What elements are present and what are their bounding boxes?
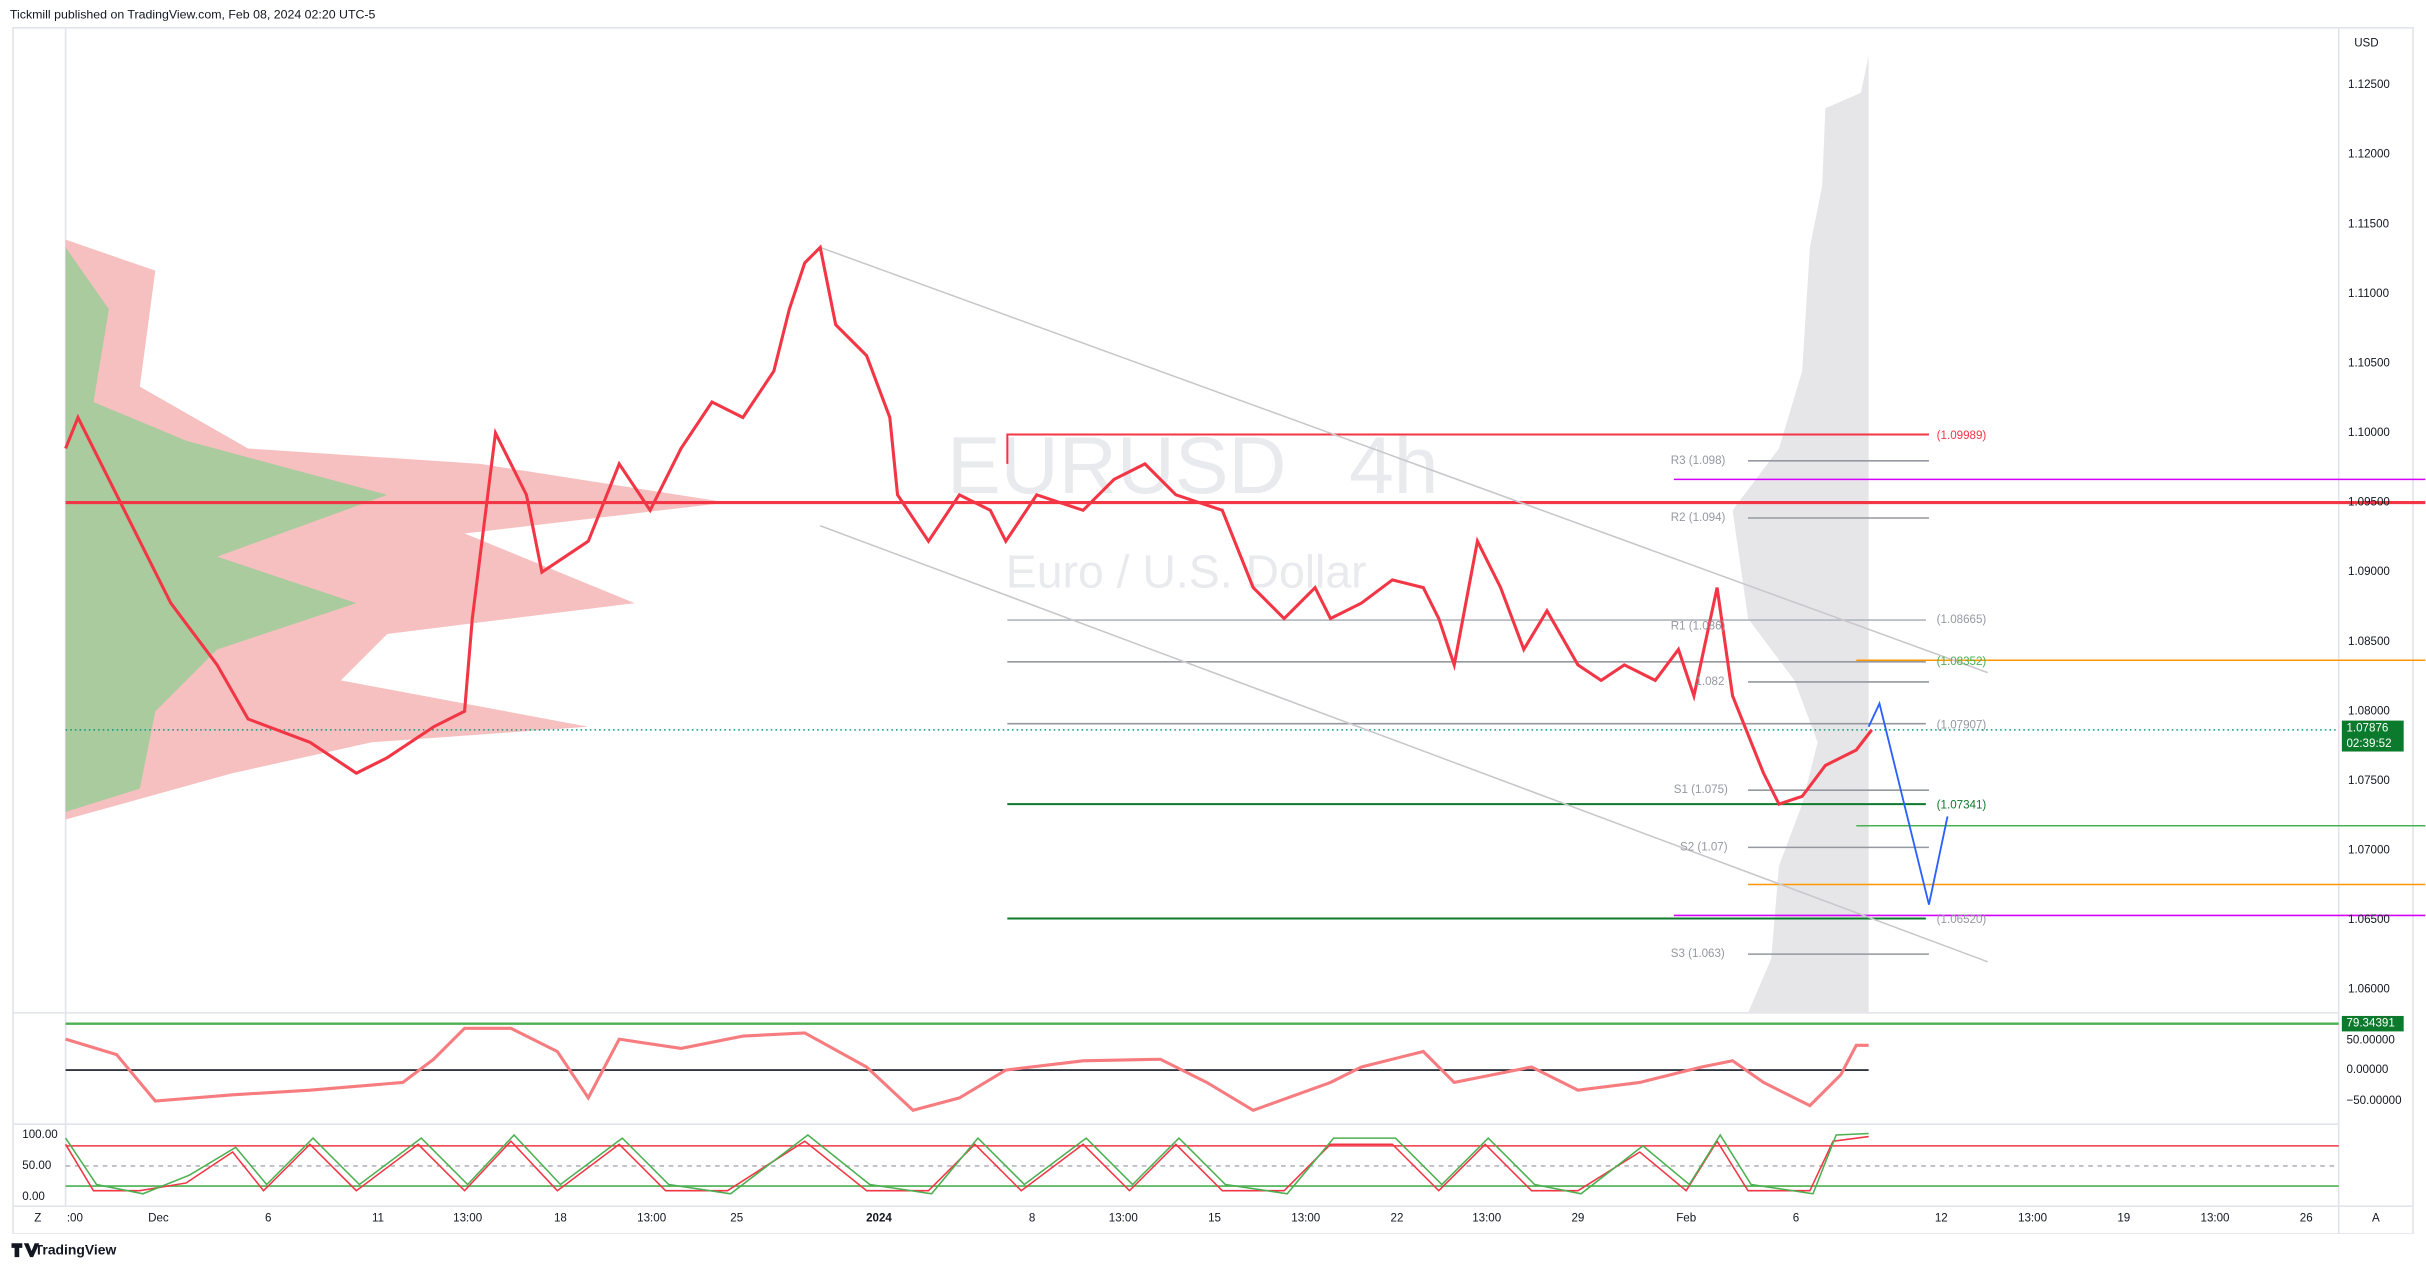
time-label: 13:00: [2201, 1213, 2230, 1225]
time-label: Dec: [148, 1213, 169, 1225]
stoch-d: [64, 1132, 1869, 1195]
stoch-axis-label: 100.00: [22, 1129, 57, 1141]
time-label: 29: [1571, 1213, 1584, 1225]
pivot-label: S2 (1.07): [1680, 841, 1728, 853]
pivot-ticks: [1748, 460, 1929, 955]
currency: USD: [2354, 37, 2378, 49]
time-label: 19: [2117, 1213, 2130, 1225]
osc-line: [65, 1026, 1869, 1112]
price-label: 1.09500: [2348, 497, 2390, 509]
time-label: 22: [1391, 1213, 1404, 1225]
price-label: 1.10000: [2348, 427, 2390, 439]
price-label: 1.10500: [2348, 357, 2390, 369]
time-label: 6: [265, 1213, 271, 1225]
channel-line: [819, 525, 1988, 963]
volume-profile: [1732, 55, 1869, 1013]
pivot-label: R1 (1.086): [1671, 620, 1726, 632]
header: Tickmill published on TradingView.com, F…: [10, 8, 376, 22]
volume-profile-buy: [65, 247, 388, 812]
pivot-label: 1.082: [1695, 676, 1724, 688]
osc-axis-label: −50.00000: [2346, 1095, 2401, 1107]
watermark-interval: 4h: [1349, 421, 1438, 511]
time-label: 2024: [866, 1213, 892, 1225]
volume-profile-sell: [65, 239, 728, 820]
time-label: 18: [554, 1213, 567, 1225]
price-label: 1.08000: [2348, 705, 2390, 717]
time-axis-button[interactable]: Z: [34, 1213, 41, 1225]
stoch-axis-label: 50.00: [22, 1160, 51, 1172]
watermark-ticker: EURUSD: [947, 421, 1286, 511]
time-label: 15: [1208, 1213, 1221, 1225]
watermark-description: Euro / U.S. Dollar: [1006, 545, 1367, 597]
price-label: 1.08500: [2348, 636, 2390, 648]
level-label: (1.07907): [1937, 719, 1987, 731]
level-label: (1.08352): [1937, 656, 1987, 668]
pivot-label: S1 (1.075): [1674, 784, 1728, 796]
time-label: 12: [1935, 1213, 1948, 1225]
time-label: :00: [67, 1213, 83, 1225]
price-label: 1.06500: [2348, 914, 2390, 926]
projection-arrow: [1867, 700, 1949, 905]
time-label: 25: [730, 1213, 743, 1225]
time-label: Feb: [1676, 1213, 1696, 1225]
price-label: 1.07500: [2348, 775, 2390, 787]
pivot-label: S3 (1.063): [1671, 948, 1725, 960]
price-label: 1.11000: [2348, 288, 2389, 300]
level-label: (1.09989): [1937, 430, 1987, 442]
price-label: 1.09000: [2348, 566, 2390, 578]
price-label: 1.11500: [2348, 218, 2389, 230]
time-label: 13:00: [1291, 1213, 1320, 1225]
time-axis-button[interactable]: A: [2372, 1213, 2380, 1225]
osc-value-badge: [2341, 1015, 2404, 1032]
time-label: 6: [1793, 1213, 1799, 1225]
last-price-badge: [2341, 720, 2404, 752]
time-label: 13:00: [1109, 1213, 1138, 1225]
time-label: 11: [372, 1213, 384, 1225]
level-label: (1.08665): [1937, 614, 1987, 626]
time-label: 26: [2300, 1213, 2313, 1225]
price-label: 1.06000: [2348, 984, 2390, 996]
time-label: 13:00: [637, 1213, 666, 1225]
time-label: 13:00: [2018, 1213, 2047, 1225]
level-label: (1.06520): [1937, 914, 1987, 926]
pivot-label: R2 (1.094): [1671, 512, 1726, 524]
price-label: 1.07000: [2348, 845, 2390, 857]
price-label: 1.12000: [2348, 149, 2390, 161]
stoch-axis-label: 0.00: [22, 1191, 45, 1203]
price-label: 1.12500: [2348, 79, 2390, 91]
osc-value: 79.34391: [2346, 1018, 2394, 1030]
time-label: 8: [1029, 1213, 1035, 1225]
level-label: (1.07341): [1937, 800, 1987, 812]
stoch-k: [64, 1135, 1869, 1192]
channel-line: [819, 246, 1988, 674]
last-price: 1.07876: [2346, 722, 2388, 734]
footer: [0, 1233, 2426, 1268]
pivot-label: R3 (1.098): [1671, 455, 1726, 467]
footer-brand: TradingView: [35, 1242, 117, 1258]
resistance-line: [1006, 433, 1929, 464]
countdown: 02:39:52: [2346, 738, 2391, 750]
time-label: 13:00: [1472, 1213, 1501, 1225]
osc-axis-label: 50.00000: [2346, 1035, 2394, 1047]
osc-axis-label: 0.00000: [2346, 1064, 2388, 1076]
tv-logo: [11, 1243, 40, 1258]
time-label: 13:00: [453, 1213, 482, 1225]
price-path: [64, 244, 1873, 806]
